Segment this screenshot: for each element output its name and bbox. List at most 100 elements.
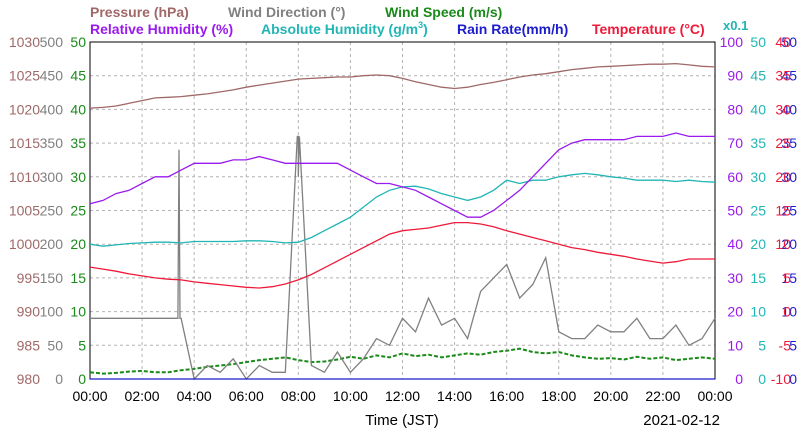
y-tick-label: 10 xyxy=(727,337,743,353)
y-tick-label: 5 xyxy=(783,270,791,286)
x-tick-label: 16:00 xyxy=(489,388,524,404)
y-tick-label: 0 xyxy=(735,371,743,387)
y-tick-label: 35 xyxy=(781,135,797,151)
y-tick-label: 1030 xyxy=(9,34,40,50)
date-label: 2021-02-12 xyxy=(643,412,720,429)
series-line-wind-direction xyxy=(90,135,716,381)
x-tick-label: 22:00 xyxy=(645,388,680,404)
y-tick-label: 5 xyxy=(758,337,766,353)
y-tick-label: -10 xyxy=(771,371,791,387)
y-tick-label: 10 xyxy=(750,304,766,320)
series-line-relative-humidity xyxy=(89,132,715,218)
y-tick-label: 30 xyxy=(70,169,86,185)
y-tick-label: 0 xyxy=(783,304,791,320)
y-tick-label: 20 xyxy=(727,304,743,320)
y-tick-label: 995 xyxy=(17,270,41,286)
y-tick-label: 10 xyxy=(781,304,797,320)
legend-wind-direction: Wind Direction (°) xyxy=(228,4,345,20)
y-axes: 1030102510201015101010051000995990985980… xyxy=(9,34,797,387)
y-tick-label: 0 xyxy=(78,371,86,387)
y-tick-label: 1005 xyxy=(9,203,40,219)
grid-lines xyxy=(90,42,715,379)
series-group xyxy=(89,62,716,381)
y-tick-label: 50 xyxy=(750,34,766,50)
y-tick-label: 40 xyxy=(775,34,791,50)
legend-rain-rate: Rain Rate(mm/h) xyxy=(457,21,568,37)
series-line-wind-speed-m-s xyxy=(89,347,716,375)
legend: Pressure (hPa) Wind Direction (°) Wind S… xyxy=(90,4,748,37)
y-tick-label: 30 xyxy=(781,169,797,185)
y-tick-label: 350 xyxy=(40,135,64,151)
x-tick-label: 18:00 xyxy=(541,388,576,404)
y-tick-label: 15 xyxy=(781,270,797,286)
x-tick-label: 00:00 xyxy=(72,388,107,404)
y-tick-label: 10 xyxy=(70,304,86,320)
y-tick-label: 300 xyxy=(40,169,64,185)
y-tick-label: 100 xyxy=(40,304,64,320)
y-tick-label: 5 xyxy=(789,337,797,353)
y-tick-label: 1000 xyxy=(9,236,40,252)
legend-wind-speed: Wind Speed (m/s) xyxy=(385,4,502,20)
x-tick-label: 08:00 xyxy=(281,388,316,404)
legend-pressure: Pressure (hPa) xyxy=(90,4,189,20)
y-tick-label: 1020 xyxy=(9,101,40,117)
y-tick-label: 50 xyxy=(727,203,743,219)
y-tick-label: 90 xyxy=(727,68,743,84)
y-tick-label: 15 xyxy=(775,203,791,219)
y-tick-label: 45 xyxy=(750,68,766,84)
legend-absolute-humidity-suffix: ) xyxy=(423,21,428,37)
x-tick-label: 04:00 xyxy=(177,388,212,404)
y-tick-label: 500 xyxy=(40,34,64,50)
x-axis: 00:00 02:00 04:00 06:00 08:00 10:00 12:00 14:00… xyxy=(72,388,732,404)
y-tick-label: 25 xyxy=(775,135,791,151)
y-tick-label: 40 xyxy=(750,101,766,117)
y-tick-label: 250 xyxy=(40,203,64,219)
y-tick-label: 15 xyxy=(70,270,86,286)
y-tick-label: 450 xyxy=(40,68,64,84)
y-tick-label: 150 xyxy=(40,270,64,286)
y-tick-label: 15 xyxy=(750,270,766,286)
y-tick-label: 45 xyxy=(70,68,86,84)
y-tick-label: 25 xyxy=(781,203,797,219)
y-tick-label: 985 xyxy=(17,337,41,353)
y-tick-label: 400 xyxy=(40,101,64,117)
y-tick-label: 50 xyxy=(47,337,63,353)
legend-temperature: Temperature (°C) xyxy=(592,21,705,37)
y-tick-label: 25 xyxy=(750,203,766,219)
y-tick-label: 100 xyxy=(720,34,744,50)
y-tick-label: 50 xyxy=(781,34,797,50)
y-tick-label: 1015 xyxy=(9,135,40,151)
x-tick-label: 02:00 xyxy=(125,388,160,404)
y-tick-label: 35 xyxy=(70,135,86,151)
y-tick-label: 40 xyxy=(727,236,743,252)
x-axis-label: Time (JST) xyxy=(365,412,439,429)
x-tick-label: 10:00 xyxy=(333,388,368,404)
y-tick-label: 50 xyxy=(70,34,86,50)
y-tick-label: 20 xyxy=(750,236,766,252)
y-tick-label: 35 xyxy=(750,135,766,151)
legend-absolute-humidity-prefix: Absolute Humidity (g/m xyxy=(261,21,418,37)
y-tick-label: 1010 xyxy=(9,169,40,185)
y-tick-label: 20 xyxy=(775,169,791,185)
y-tick-label: 45 xyxy=(781,68,797,84)
x-tick-label: 06:00 xyxy=(229,388,264,404)
y-tick-label: 25 xyxy=(70,203,86,219)
legend-multiplier: x0.1 xyxy=(723,18,748,33)
y-tick-label: 20 xyxy=(70,236,86,252)
y-tick-label: 0 xyxy=(758,371,766,387)
y-tick-label: 0 xyxy=(55,371,63,387)
x-tick-label: 12:00 xyxy=(385,388,420,404)
y-tick-label: 10 xyxy=(775,236,791,252)
y-tick-label: 60 xyxy=(727,169,743,185)
x-tick-label: 00:00 xyxy=(697,388,732,404)
y-tick-label: 200 xyxy=(40,236,64,252)
y-tick-label: 30 xyxy=(727,270,743,286)
y-tick-label: 30 xyxy=(750,169,766,185)
y-tick-label: 980 xyxy=(17,371,41,387)
y-tick-label: -5 xyxy=(779,337,792,353)
y-tick-label: 990 xyxy=(17,304,41,320)
y-tick-label: 35 xyxy=(775,68,791,84)
y-tick-label: 70 xyxy=(727,135,743,151)
x-tick-label: 14:00 xyxy=(437,388,472,404)
